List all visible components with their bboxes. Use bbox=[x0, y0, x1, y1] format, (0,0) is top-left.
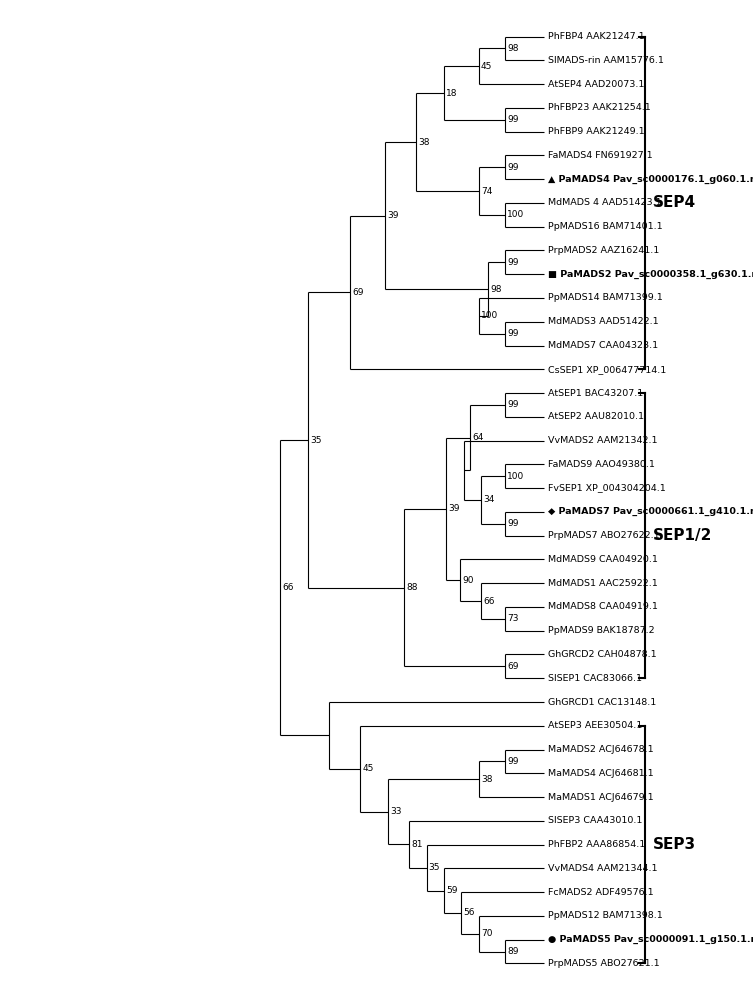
Text: MdMADS9 CAA04920.1: MdMADS9 CAA04920.1 bbox=[547, 555, 657, 564]
Text: PhFBP9 AAK21249.1: PhFBP9 AAK21249.1 bbox=[547, 127, 645, 136]
Text: 98: 98 bbox=[508, 44, 519, 53]
Text: 74: 74 bbox=[481, 187, 492, 196]
Text: PpMADS16 BAM71401.1: PpMADS16 BAM71401.1 bbox=[547, 222, 663, 231]
Text: 45: 45 bbox=[363, 764, 374, 773]
Text: 18: 18 bbox=[446, 89, 458, 98]
Text: AtSEP3 AEE30504.1: AtSEP3 AEE30504.1 bbox=[547, 721, 642, 730]
Text: SEP3: SEP3 bbox=[653, 837, 696, 852]
Text: CsSEP1 XP_006477714.1: CsSEP1 XP_006477714.1 bbox=[547, 365, 666, 374]
Text: 99: 99 bbox=[508, 519, 519, 528]
Text: 59: 59 bbox=[446, 886, 458, 895]
Text: SEP4: SEP4 bbox=[653, 195, 696, 210]
Text: PrpMADS7 ABO27622.1: PrpMADS7 ABO27622.1 bbox=[547, 531, 660, 540]
Text: AtSEP1 BAC43207.1: AtSEP1 BAC43207.1 bbox=[547, 389, 643, 398]
Text: 38: 38 bbox=[418, 138, 430, 147]
Text: 34: 34 bbox=[483, 495, 495, 504]
Text: 90: 90 bbox=[462, 576, 474, 585]
Text: VvMADS2 AAM21342.1: VvMADS2 AAM21342.1 bbox=[547, 436, 657, 445]
Text: AtSEP4 AAD20073.1: AtSEP4 AAD20073.1 bbox=[547, 80, 644, 89]
Text: AtSEP2 AAU82010.1: AtSEP2 AAU82010.1 bbox=[547, 412, 644, 421]
Text: 99: 99 bbox=[508, 115, 519, 124]
Text: SEP1/2: SEP1/2 bbox=[653, 528, 712, 543]
Text: 99: 99 bbox=[508, 258, 519, 267]
Text: PhFBP2 AAA86854.1: PhFBP2 AAA86854.1 bbox=[547, 840, 645, 849]
Text: MaMADS4 ACJ64681.1: MaMADS4 ACJ64681.1 bbox=[547, 769, 654, 778]
Text: PhFBP23 AAK21254.1: PhFBP23 AAK21254.1 bbox=[547, 103, 651, 112]
Text: 66: 66 bbox=[483, 597, 495, 606]
Text: MaMADS2 ACJ64678.1: MaMADS2 ACJ64678.1 bbox=[547, 745, 654, 754]
Text: 56: 56 bbox=[464, 908, 475, 917]
Text: 99: 99 bbox=[508, 163, 519, 172]
Text: FcMADS2 ADF49576.1: FcMADS2 ADF49576.1 bbox=[547, 888, 654, 897]
Text: 39: 39 bbox=[387, 211, 398, 220]
Text: 99: 99 bbox=[508, 329, 519, 338]
Text: 35: 35 bbox=[310, 436, 322, 445]
Text: 33: 33 bbox=[390, 807, 402, 816]
Text: MaMADS1 ACJ64679.1: MaMADS1 ACJ64679.1 bbox=[547, 793, 654, 802]
Text: PrpMADS2 AAZ16241.1: PrpMADS2 AAZ16241.1 bbox=[547, 246, 659, 255]
Text: 64: 64 bbox=[473, 433, 484, 442]
Text: 39: 39 bbox=[448, 504, 459, 513]
Text: 88: 88 bbox=[407, 583, 418, 592]
Text: SlMADS-rin AAM15776.1: SlMADS-rin AAM15776.1 bbox=[547, 56, 663, 65]
Text: MdMADS1 AAC25922.1: MdMADS1 AAC25922.1 bbox=[547, 579, 657, 588]
Text: ▲ PaMADS4 Pav_sc0000176.1_g060.1.mk: ▲ PaMADS4 Pav_sc0000176.1_g060.1.mk bbox=[547, 175, 753, 184]
Text: PpMADS12 BAM71398.1: PpMADS12 BAM71398.1 bbox=[547, 911, 663, 920]
Text: PpMADS9 BAK18787.2: PpMADS9 BAK18787.2 bbox=[547, 626, 654, 635]
Text: MdMADS7 CAA04323.1: MdMADS7 CAA04323.1 bbox=[547, 341, 658, 350]
Text: 81: 81 bbox=[411, 840, 422, 849]
Text: 99: 99 bbox=[508, 400, 519, 409]
Text: MdMADS3 AAD51422.1: MdMADS3 AAD51422.1 bbox=[547, 317, 658, 326]
Text: 89: 89 bbox=[508, 947, 519, 956]
Text: GhGRCD1 CAC13148.1: GhGRCD1 CAC13148.1 bbox=[547, 698, 656, 707]
Text: PrpMADS5 ABO27621.1: PrpMADS5 ABO27621.1 bbox=[547, 959, 660, 968]
Text: FaMADS4 FN691927.1: FaMADS4 FN691927.1 bbox=[547, 151, 652, 160]
Text: 98: 98 bbox=[490, 285, 501, 294]
Text: GhGRCD2 CAH04878.1: GhGRCD2 CAH04878.1 bbox=[547, 650, 657, 659]
Text: PpMADS14 BAM71399.1: PpMADS14 BAM71399.1 bbox=[547, 293, 663, 302]
Text: FaMADS9 AAO49380.1: FaMADS9 AAO49380.1 bbox=[547, 460, 654, 469]
Text: 66: 66 bbox=[282, 583, 294, 592]
Text: 69: 69 bbox=[508, 662, 519, 671]
Text: ● PaMADS5 Pav_sc0000091.1_g150.1.mk: ● PaMADS5 Pav_sc0000091.1_g150.1.mk bbox=[547, 935, 753, 944]
Text: ◆ PaMADS7 Pav_sc0000661.1_g410.1.mk: ◆ PaMADS7 Pav_sc0000661.1_g410.1.mk bbox=[547, 507, 753, 516]
Text: 35: 35 bbox=[428, 863, 441, 872]
Text: VvMADS4 AAM21344.1: VvMADS4 AAM21344.1 bbox=[547, 864, 657, 873]
Text: 38: 38 bbox=[481, 775, 492, 784]
Text: SlSEP1 CAC83066.1: SlSEP1 CAC83066.1 bbox=[547, 674, 642, 683]
Text: 45: 45 bbox=[481, 62, 492, 71]
Text: ■ PaMADS2 Pav_sc0000358.1_g630.1.mk: ■ PaMADS2 Pav_sc0000358.1_g630.1.mk bbox=[547, 270, 753, 279]
Text: 73: 73 bbox=[508, 614, 519, 623]
Text: 100: 100 bbox=[481, 311, 498, 320]
Text: PhFBP4 AAK21247.1: PhFBP4 AAK21247.1 bbox=[547, 32, 645, 41]
Text: MdMADS 4 AAD51423.1: MdMADS 4 AAD51423.1 bbox=[547, 198, 661, 207]
Text: 99: 99 bbox=[508, 757, 519, 766]
Text: FvSEP1 XP_004304204.1: FvSEP1 XP_004304204.1 bbox=[547, 484, 666, 493]
Text: 70: 70 bbox=[481, 929, 492, 938]
Text: 69: 69 bbox=[352, 288, 364, 297]
Text: 100: 100 bbox=[508, 472, 525, 481]
Text: SlSEP3 CAA43010.1: SlSEP3 CAA43010.1 bbox=[547, 816, 642, 825]
Text: MdMADS8 CAA04919.1: MdMADS8 CAA04919.1 bbox=[547, 602, 657, 611]
Text: 100: 100 bbox=[508, 210, 525, 219]
